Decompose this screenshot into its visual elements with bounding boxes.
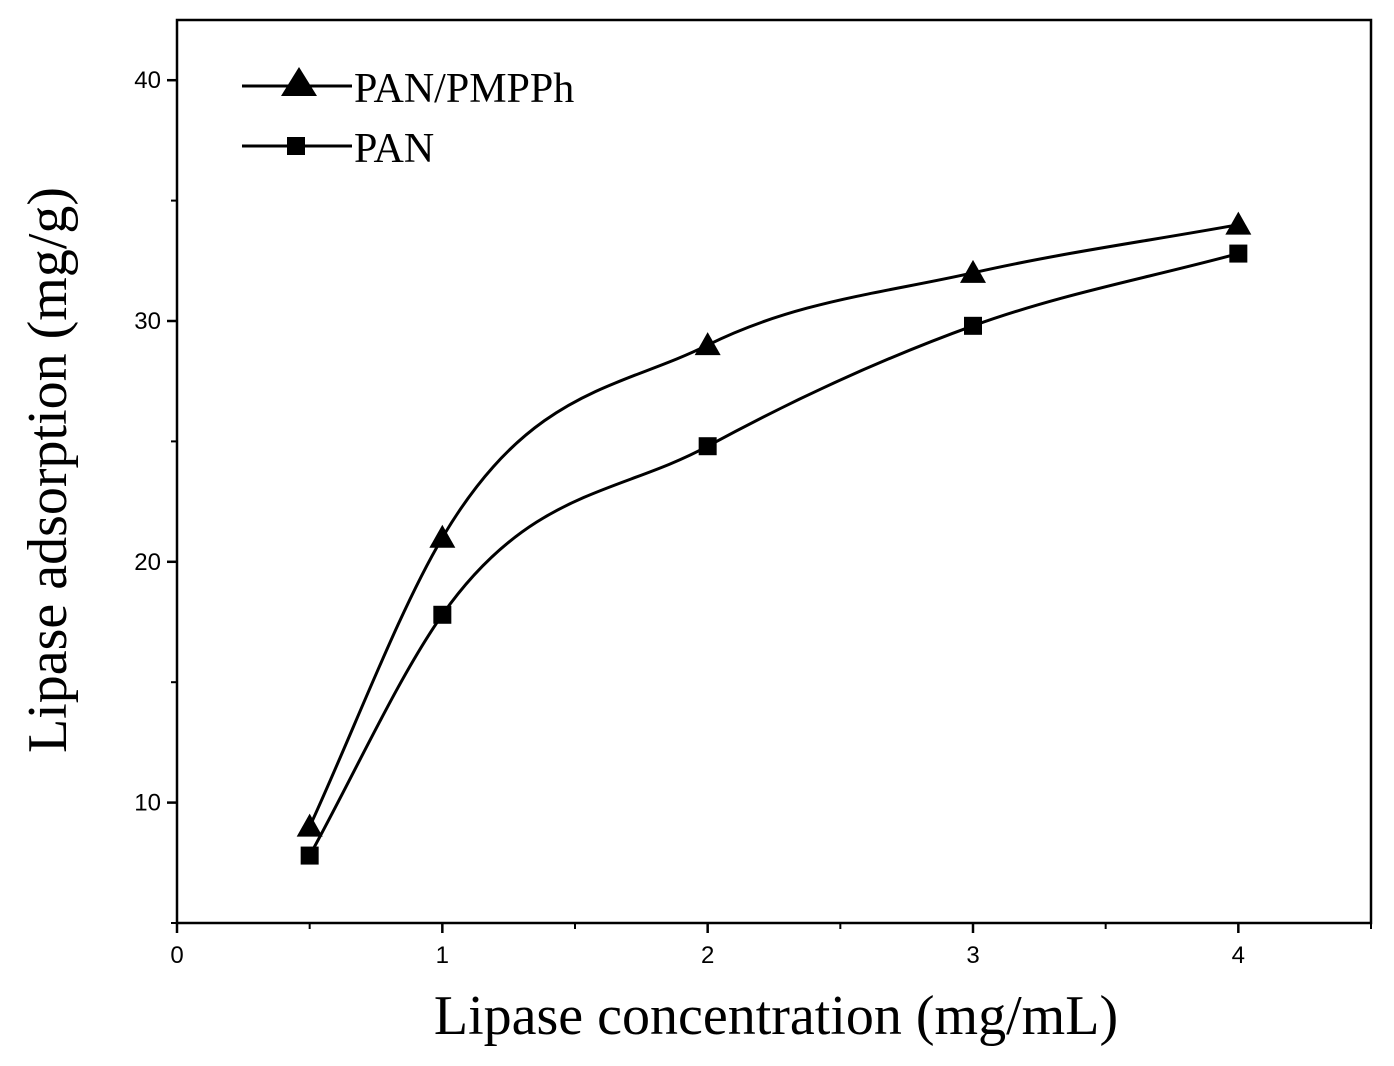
axis-tick-labels: 0 1 2 3 4 10 20 30 40 bbox=[134, 67, 1245, 969]
square-marker bbox=[1229, 244, 1248, 263]
square-marker bbox=[433, 605, 452, 624]
square-marker bbox=[964, 316, 982, 335]
legend: PAN/PMPPh PAN bbox=[242, 66, 574, 172]
square-marker bbox=[300, 846, 319, 865]
series-line bbox=[308, 252, 1239, 857]
triangle-marker bbox=[429, 524, 456, 548]
triangle-marker bbox=[296, 813, 323, 837]
y-axis-title: Lipase adsorption (mg/g) bbox=[17, 187, 79, 753]
x-axis-title: Lipase concentration (mg/mL) bbox=[434, 985, 1118, 1047]
square-marker bbox=[698, 437, 717, 456]
legend-marker-triangle bbox=[281, 67, 317, 96]
plot-frame bbox=[175, 18, 1373, 925]
series-line bbox=[308, 223, 1239, 828]
y-tick-label: 20 bbox=[134, 549, 161, 576]
x-tick-label: 3 bbox=[966, 942, 979, 969]
x-tick-label: 1 bbox=[436, 942, 449, 969]
x-tick-label: 0 bbox=[170, 942, 183, 969]
y-tick-label: 30 bbox=[134, 308, 161, 335]
triangle-marker bbox=[1225, 211, 1252, 235]
axis-ticks bbox=[167, 78, 1372, 933]
legend-label-pan-pmpph: PAN/PMPPh bbox=[354, 66, 574, 112]
x-tick-label: 4 bbox=[1232, 942, 1245, 969]
y-tick-label: 40 bbox=[134, 67, 161, 94]
legend-marker-square bbox=[287, 137, 305, 155]
series-markers bbox=[296, 211, 1252, 865]
x-tick-label: 2 bbox=[701, 942, 714, 969]
y-tick-label: 10 bbox=[134, 790, 161, 817]
triangle-marker bbox=[960, 259, 986, 283]
legend-label-pan: PAN bbox=[354, 126, 434, 172]
triangle-marker bbox=[694, 332, 721, 356]
